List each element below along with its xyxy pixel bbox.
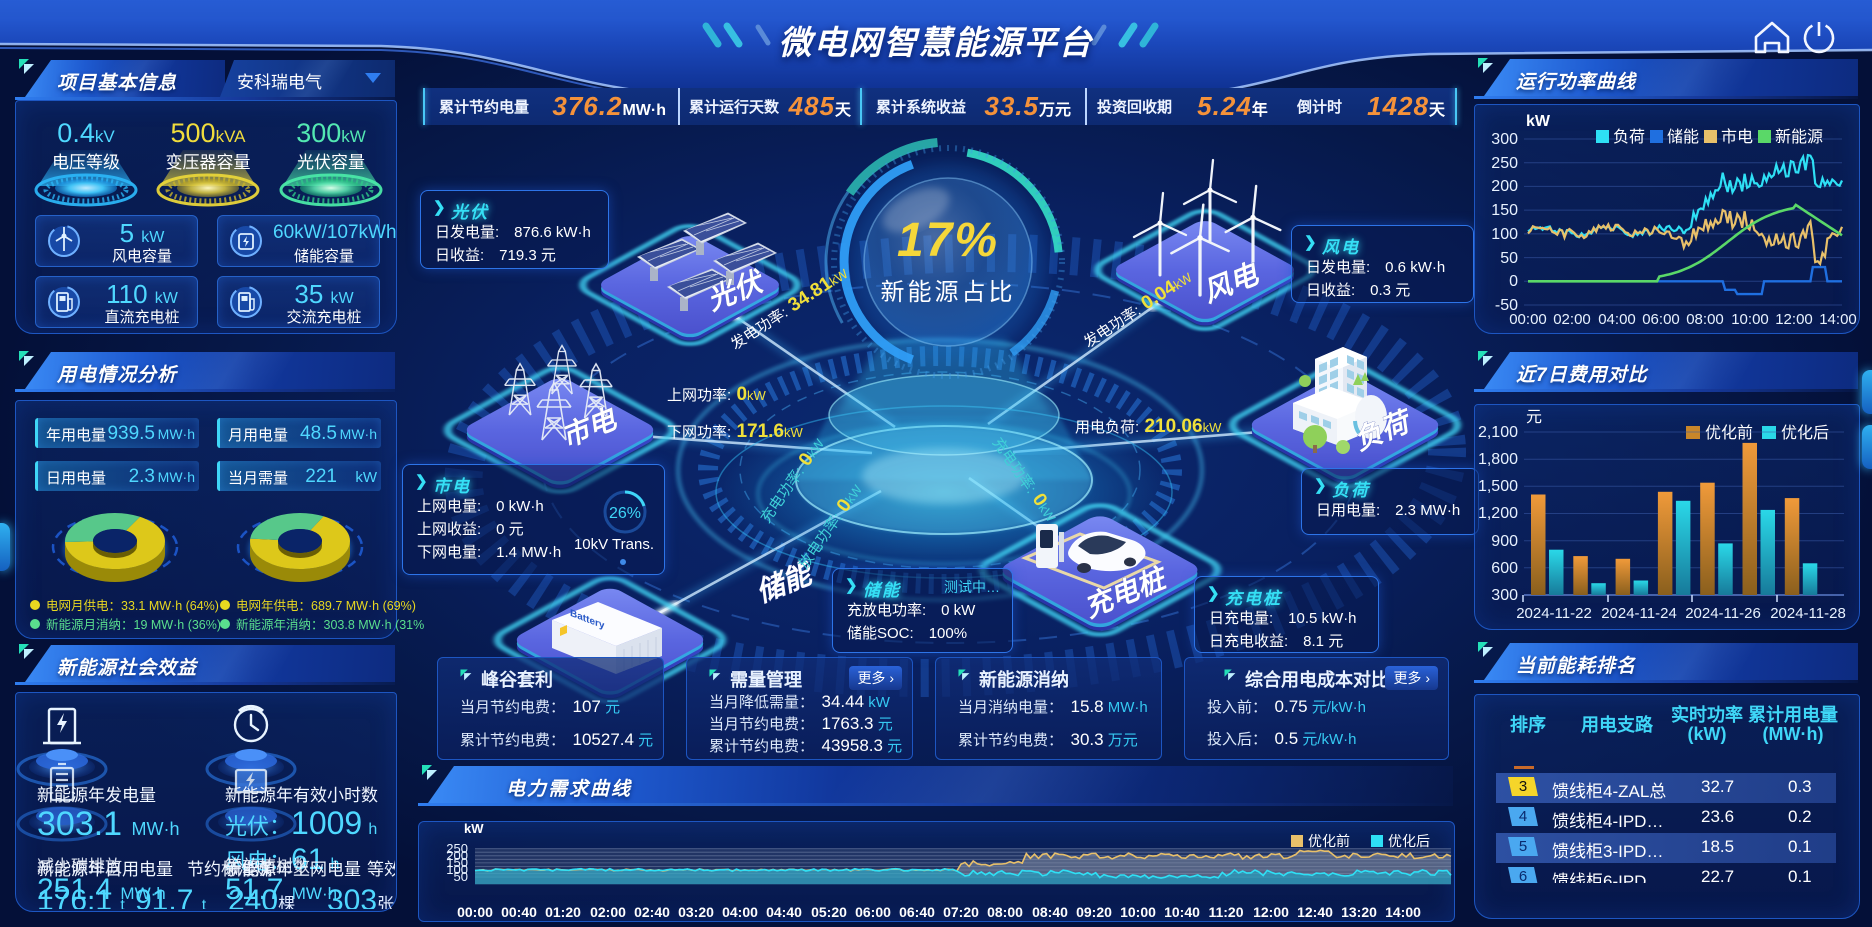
svg-text:03:20: 03:20 — [678, 904, 714, 920]
svg-text:kW: kW — [464, 821, 484, 836]
svg-text:08:00: 08:00 — [1686, 311, 1724, 328]
svg-text:07:20: 07:20 — [943, 904, 979, 920]
svg-text:12:00: 12:00 — [1253, 904, 1289, 920]
svg-text:10:40: 10:40 — [1164, 904, 1200, 920]
svg-text:150: 150 — [446, 855, 468, 870]
svg-text:储能: 储能 — [1667, 128, 1699, 146]
svg-text:12:00: 12:00 — [1775, 311, 1813, 328]
svg-text:04:40: 04:40 — [766, 904, 802, 920]
svg-text:00:40: 00:40 — [501, 904, 537, 920]
svg-text:2024-11-24: 2024-11-24 — [1601, 605, 1677, 622]
svg-text:250: 250 — [446, 841, 468, 856]
svg-text:10:00: 10:00 — [1731, 311, 1769, 328]
svg-text:1,500: 1,500 — [1478, 478, 1518, 495]
svg-text:1,800: 1,800 — [1478, 451, 1518, 468]
svg-text:02:00: 02:00 — [1553, 311, 1591, 328]
svg-text:13:20: 13:20 — [1341, 904, 1377, 920]
svg-text:200: 200 — [1491, 178, 1518, 195]
svg-text:50: 50 — [454, 869, 468, 884]
svg-text:02:00: 02:00 — [590, 904, 626, 920]
svg-text:上网功率: 0kW: 上网功率: 0kW — [667, 384, 767, 405]
svg-text:50: 50 — [1500, 250, 1518, 267]
svg-text:新能源占比: 新能源占比 — [881, 279, 1016, 306]
svg-text:02:40: 02:40 — [634, 904, 670, 920]
svg-text:优化前: 优化前 — [1705, 424, 1753, 442]
svg-text:kW: kW — [1526, 113, 1551, 130]
svg-text:优化前: 优化前 — [1308, 833, 1350, 849]
svg-text:06:00: 06:00 — [1642, 311, 1680, 328]
svg-text:100: 100 — [1491, 226, 1518, 243]
svg-text:2024-11-22: 2024-11-22 — [1516, 605, 1592, 622]
svg-text:11:20: 11:20 — [1208, 904, 1243, 920]
svg-text:元: 元 — [1526, 409, 1542, 426]
svg-text:2024-11-28: 2024-11-28 — [1770, 605, 1846, 622]
svg-text:100: 100 — [446, 862, 468, 877]
svg-text:08:40: 08:40 — [1032, 904, 1068, 920]
svg-text:300: 300 — [1491, 587, 1518, 604]
svg-text:00:00: 00:00 — [1509, 311, 1547, 328]
svg-text:下网功率: 171.6kW: 下网功率: 171.6kW — [667, 421, 804, 442]
svg-text:26%: 26% — [609, 505, 641, 522]
svg-text:06:00: 06:00 — [855, 904, 891, 920]
svg-text:250: 250 — [1491, 155, 1518, 172]
svg-text:200: 200 — [446, 848, 468, 863]
svg-text:150: 150 — [1491, 202, 1518, 219]
svg-text:06:40: 06:40 — [899, 904, 935, 920]
svg-text:1,200: 1,200 — [1478, 505, 1518, 522]
svg-text:2024-11-26: 2024-11-26 — [1685, 605, 1761, 622]
svg-text:300: 300 — [1491, 131, 1518, 148]
svg-text:优化后: 优化后 — [1388, 833, 1430, 849]
svg-text:负荷: 负荷 — [1613, 128, 1645, 146]
svg-text:用电负荷: 210.06kW: 用电负荷: 210.06kW — [1075, 416, 1222, 437]
svg-text:14:00: 14:00 — [1385, 904, 1421, 920]
svg-text:04:00: 04:00 — [1598, 311, 1636, 328]
svg-text:市电: 市电 — [1721, 128, 1753, 146]
svg-text:05:20: 05:20 — [811, 904, 847, 920]
svg-text:新能源: 新能源 — [1775, 128, 1823, 146]
svg-text:17%: 17% — [897, 214, 999, 267]
svg-text:04:00: 04:00 — [722, 904, 758, 920]
svg-text:2,100: 2,100 — [1478, 424, 1518, 441]
svg-text:12:40: 12:40 — [1297, 904, 1333, 920]
svg-text:10:00: 10:00 — [1120, 904, 1156, 920]
svg-text:08:00: 08:00 — [987, 904, 1023, 920]
svg-text:0: 0 — [1509, 273, 1518, 290]
svg-text:00:00: 00:00 — [457, 904, 493, 920]
svg-text:-50: -50 — [1495, 297, 1518, 314]
svg-text:01:20: 01:20 — [545, 904, 581, 920]
svg-text:900: 900 — [1491, 533, 1518, 550]
svg-text:09:20: 09:20 — [1076, 904, 1112, 920]
svg-text:优化后: 优化后 — [1781, 424, 1829, 442]
svg-text:14:00: 14:00 — [1819, 311, 1857, 328]
svg-text:600: 600 — [1491, 560, 1518, 577]
